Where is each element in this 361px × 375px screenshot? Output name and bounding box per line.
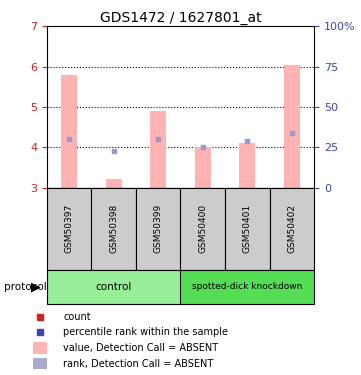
Text: spotted-dick knockdown: spotted-dick knockdown bbox=[192, 282, 303, 291]
Title: GDS1472 / 1627801_at: GDS1472 / 1627801_at bbox=[100, 11, 261, 25]
Text: GSM50399: GSM50399 bbox=[154, 204, 163, 254]
Text: count: count bbox=[63, 312, 91, 322]
Bar bbox=[47, 270, 180, 304]
Bar bbox=[239, 143, 255, 188]
Text: percentile rank within the sample: percentile rank within the sample bbox=[63, 327, 228, 337]
Bar bbox=[225, 188, 270, 270]
Bar bbox=[47, 188, 91, 270]
Bar bbox=[33, 358, 47, 369]
Text: GSM50397: GSM50397 bbox=[65, 204, 74, 254]
Bar bbox=[61, 75, 77, 188]
Text: protocol: protocol bbox=[4, 282, 46, 292]
Text: ▶: ▶ bbox=[31, 280, 41, 293]
Bar bbox=[284, 64, 300, 188]
Bar bbox=[270, 188, 314, 270]
Text: GSM50398: GSM50398 bbox=[109, 204, 118, 254]
Bar bbox=[180, 188, 225, 270]
Text: value, Detection Call = ABSENT: value, Detection Call = ABSENT bbox=[63, 343, 218, 353]
Bar bbox=[33, 342, 47, 354]
Text: control: control bbox=[96, 282, 132, 292]
Text: GSM50402: GSM50402 bbox=[287, 204, 296, 253]
Bar bbox=[151, 111, 166, 188]
Bar bbox=[106, 180, 122, 188]
Bar bbox=[91, 188, 136, 270]
Text: GSM50401: GSM50401 bbox=[243, 204, 252, 254]
Bar bbox=[180, 270, 314, 304]
Text: GSM50400: GSM50400 bbox=[198, 204, 207, 254]
Bar bbox=[136, 188, 180, 270]
Bar bbox=[195, 147, 210, 188]
Text: rank, Detection Call = ABSENT: rank, Detection Call = ABSENT bbox=[63, 358, 213, 369]
